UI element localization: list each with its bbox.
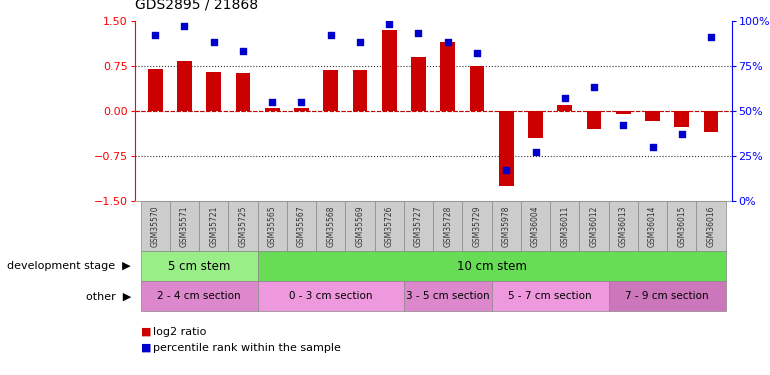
Text: GSM35729: GSM35729	[473, 205, 481, 247]
Bar	[675, 111, 689, 128]
Point	[441, 39, 454, 45]
Point	[500, 167, 512, 173]
Bar	[645, 111, 660, 122]
Point	[325, 32, 337, 38]
Point	[413, 30, 425, 36]
Point	[266, 99, 279, 105]
Bar	[587, 111, 601, 129]
Bar	[440, 42, 455, 111]
Point	[588, 84, 600, 90]
Text: log2 ratio: log2 ratio	[153, 327, 206, 337]
Text: percentile rank within the sample: percentile rank within the sample	[153, 343, 341, 352]
Bar	[528, 111, 543, 138]
Text: GSM35728: GSM35728	[444, 205, 452, 247]
Bar	[323, 70, 338, 111]
Text: GSM36016: GSM36016	[707, 205, 715, 247]
Text: 5 cm stem: 5 cm stem	[168, 260, 230, 273]
Text: ■: ■	[141, 327, 152, 337]
Text: 7 - 9 cm section: 7 - 9 cm section	[625, 291, 709, 301]
Point	[617, 122, 629, 128]
Point	[470, 50, 483, 56]
Text: GSM35571: GSM35571	[180, 205, 189, 247]
Point	[675, 131, 688, 137]
Bar	[294, 108, 309, 111]
Text: ■: ■	[141, 343, 152, 352]
Text: GSM35725: GSM35725	[239, 205, 247, 247]
Text: GSM35721: GSM35721	[209, 205, 218, 247]
Bar	[382, 30, 397, 111]
Text: GSM36015: GSM36015	[678, 205, 686, 247]
Point	[296, 99, 308, 105]
Text: GSM36012: GSM36012	[590, 205, 598, 247]
Bar	[499, 111, 514, 186]
Point	[529, 149, 541, 155]
Point	[646, 144, 658, 150]
Point	[705, 34, 717, 40]
Text: GDS2895 / 21868: GDS2895 / 21868	[135, 0, 258, 11]
Text: GSM36013: GSM36013	[619, 205, 628, 247]
Text: 5 - 7 cm section: 5 - 7 cm section	[508, 291, 592, 301]
Text: GSM35727: GSM35727	[414, 205, 423, 247]
Text: development stage  ▶: development stage ▶	[7, 261, 131, 271]
Bar	[148, 69, 162, 111]
Bar	[704, 111, 718, 132]
Point	[149, 32, 162, 38]
Text: GSM35978: GSM35978	[502, 205, 511, 247]
Text: other  ▶: other ▶	[85, 291, 131, 301]
Bar	[411, 57, 426, 111]
Text: GSM35570: GSM35570	[151, 205, 159, 247]
Bar	[236, 73, 250, 111]
Point	[383, 21, 396, 27]
Text: GSM35568: GSM35568	[326, 205, 335, 247]
Text: GSM35569: GSM35569	[356, 205, 364, 247]
Bar	[206, 72, 221, 111]
Text: GSM35726: GSM35726	[385, 205, 393, 247]
Bar	[557, 105, 572, 111]
Text: 2 - 4 cm section: 2 - 4 cm section	[157, 291, 241, 301]
Text: 3 - 5 cm section: 3 - 5 cm section	[406, 291, 490, 301]
Text: GSM35565: GSM35565	[268, 205, 276, 247]
Bar	[616, 111, 631, 114]
Text: GSM36004: GSM36004	[531, 205, 540, 247]
Text: GSM35567: GSM35567	[297, 205, 306, 247]
Point	[237, 48, 249, 54]
Point	[179, 23, 191, 29]
Point	[558, 95, 571, 101]
Text: 0 - 3 cm section: 0 - 3 cm section	[289, 291, 373, 301]
Text: GSM36014: GSM36014	[648, 205, 657, 247]
Bar	[470, 66, 484, 111]
Bar	[265, 108, 280, 111]
Text: GSM36011: GSM36011	[561, 205, 569, 247]
Point	[354, 39, 367, 45]
Bar	[353, 70, 367, 111]
Point	[208, 39, 220, 45]
Bar	[177, 62, 192, 111]
Text: 10 cm stem: 10 cm stem	[457, 260, 527, 273]
